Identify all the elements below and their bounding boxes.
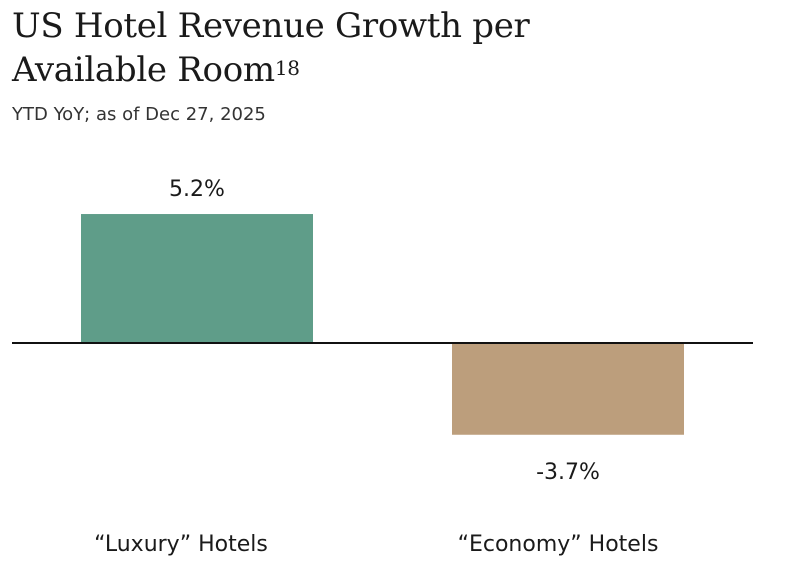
bar-0 (81, 214, 313, 343)
data-label: -3.7% (536, 460, 600, 485)
title-text: US Hotel Revenue Growth per Available Ro… (12, 6, 530, 90)
category-label: “Luxury” Hotels (94, 532, 268, 557)
bar-1 (452, 343, 684, 435)
title-footnote: 18 (274, 56, 300, 80)
chart-title: US Hotel Revenue Growth per Available Ro… (12, 4, 572, 92)
data-label: 5.2% (169, 177, 225, 202)
chart-subtitle: YTD YoY; as of Dec 27, 2025 (12, 104, 266, 125)
category-label: “Economy” Hotels (458, 532, 659, 557)
